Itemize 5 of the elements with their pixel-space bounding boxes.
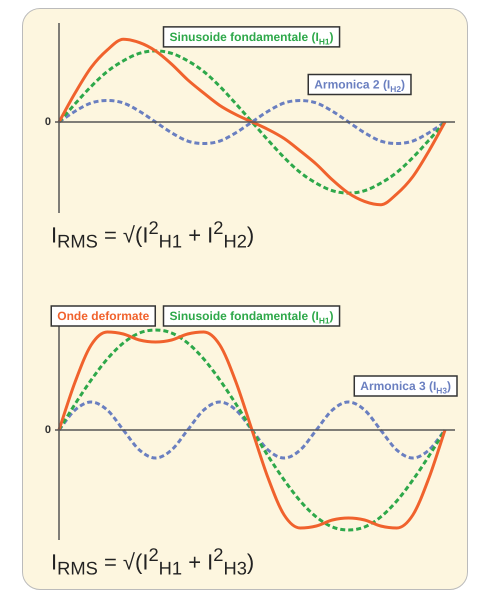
text: 0	[44, 116, 51, 128]
series-label: Onde deformate	[57, 309, 150, 323]
text: I$_{RMS}$ = √(I$^{2}$$_{H1}$ + I$^{2}$$_{H2}$)	[51, 217, 254, 252]
text: 0	[44, 424, 51, 436]
text: I$_{RMS}$ = √(I$^{2}$$_{H1}$ + I$^{2}$$_{H3}$)	[51, 544, 254, 579]
